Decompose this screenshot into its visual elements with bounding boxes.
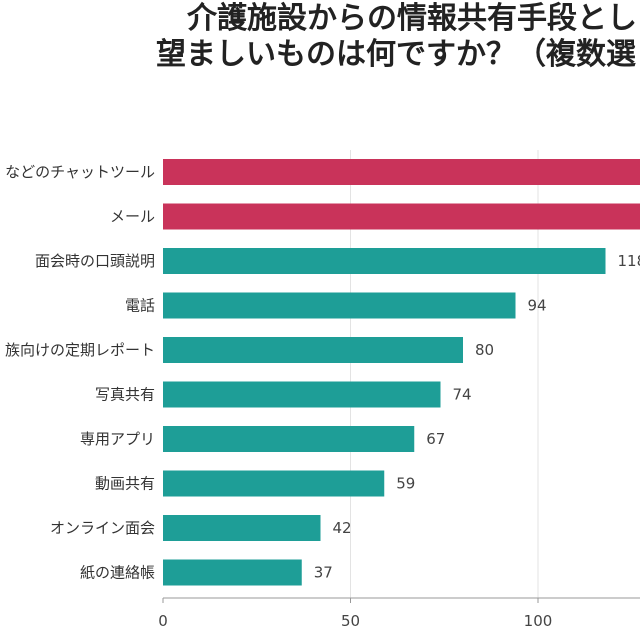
value-label-3: 94: [528, 297, 547, 315]
bar-4: [163, 337, 463, 363]
x-tick-label-2: 100: [524, 612, 553, 630]
category-label-6: 専用アプリ: [80, 430, 155, 448]
bar-3: [163, 292, 516, 319]
bar-0: [163, 159, 640, 185]
chart-title: 介護施設からの情報共有手段とし 望ましいものは何ですか？（複数選: [0, 0, 640, 80]
bar-2: [163, 248, 606, 274]
value-label-6: 67: [426, 430, 445, 448]
category-label-5: 写真共有: [95, 386, 155, 404]
category-label-7: 動画共有: [95, 475, 155, 493]
value-label-2: 118: [618, 252, 640, 270]
category-label-1: メール: [110, 208, 155, 226]
value-label-5: 74: [453, 386, 472, 404]
bar-9: [163, 559, 302, 586]
bar-1: [163, 203, 640, 230]
category-label-3: 電話: [125, 297, 155, 315]
category-label-2: 面会時の口頭説明: [35, 252, 155, 270]
value-label-8: 42: [333, 519, 352, 537]
bar-8: [163, 515, 321, 541]
value-label-9: 37: [314, 564, 333, 582]
chart-title-line-1: 介護施設からの情報共有手段とし: [187, 1, 637, 36]
category-label-0: などのチャットツール: [5, 163, 155, 181]
x-tick-label-1: 50: [341, 612, 360, 630]
chart-title-line-2: 望ましいものは何ですか？（複数選: [156, 37, 636, 72]
category-label-8: オンライン面会: [50, 519, 155, 537]
category-label-4: 族向けの定期レポート: [5, 341, 155, 359]
category-label-9: 紙の連絡帳: [80, 564, 155, 582]
bar-6: [163, 426, 415, 452]
bar-7: [163, 470, 385, 497]
x-tick-label-0: 0: [158, 612, 168, 630]
bar-5: [163, 381, 441, 408]
value-label-4: 80: [475, 341, 494, 359]
value-label-7: 59: [396, 475, 415, 493]
